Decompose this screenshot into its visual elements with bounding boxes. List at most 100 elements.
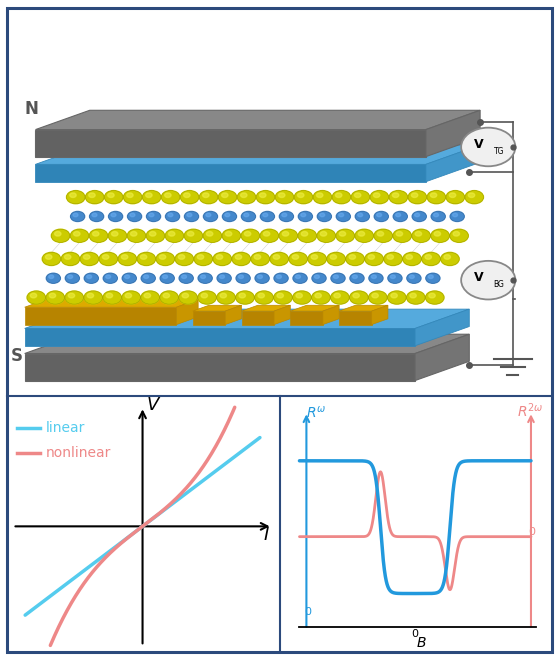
Circle shape bbox=[70, 229, 89, 242]
Circle shape bbox=[241, 211, 255, 222]
Circle shape bbox=[64, 255, 71, 259]
Circle shape bbox=[220, 275, 225, 279]
Circle shape bbox=[222, 229, 240, 242]
Circle shape bbox=[293, 273, 307, 283]
Circle shape bbox=[311, 255, 318, 259]
Circle shape bbox=[219, 191, 237, 204]
Circle shape bbox=[444, 255, 451, 259]
Polygon shape bbox=[177, 300, 198, 325]
Circle shape bbox=[352, 275, 357, 279]
Circle shape bbox=[213, 252, 231, 265]
Circle shape bbox=[217, 273, 231, 283]
Circle shape bbox=[350, 291, 368, 304]
Circle shape bbox=[370, 191, 389, 204]
Circle shape bbox=[354, 193, 361, 197]
Circle shape bbox=[146, 229, 165, 242]
Circle shape bbox=[239, 293, 245, 298]
Circle shape bbox=[346, 252, 364, 265]
Circle shape bbox=[450, 229, 468, 242]
Text: $\mathbf{V}$: $\mathbf{V}$ bbox=[473, 138, 485, 150]
Circle shape bbox=[84, 273, 98, 283]
Circle shape bbox=[125, 275, 130, 279]
Circle shape bbox=[274, 291, 292, 304]
Circle shape bbox=[179, 291, 197, 304]
Circle shape bbox=[149, 213, 154, 216]
Circle shape bbox=[336, 229, 354, 242]
Polygon shape bbox=[36, 164, 426, 182]
Circle shape bbox=[187, 232, 194, 236]
Circle shape bbox=[111, 232, 118, 236]
Circle shape bbox=[259, 193, 266, 197]
Circle shape bbox=[403, 252, 421, 265]
Circle shape bbox=[277, 293, 283, 298]
Circle shape bbox=[396, 213, 401, 216]
Circle shape bbox=[175, 252, 193, 265]
Circle shape bbox=[388, 273, 402, 283]
Polygon shape bbox=[25, 309, 470, 329]
Circle shape bbox=[130, 213, 135, 216]
Circle shape bbox=[206, 232, 213, 236]
Circle shape bbox=[73, 213, 78, 216]
Circle shape bbox=[296, 275, 300, 279]
Polygon shape bbox=[415, 309, 470, 346]
Polygon shape bbox=[36, 129, 426, 156]
Circle shape bbox=[377, 232, 383, 236]
Circle shape bbox=[339, 213, 344, 216]
Circle shape bbox=[238, 191, 256, 204]
Circle shape bbox=[201, 293, 207, 298]
Circle shape bbox=[425, 255, 432, 259]
Circle shape bbox=[422, 252, 440, 265]
Circle shape bbox=[391, 293, 397, 298]
Polygon shape bbox=[25, 307, 177, 325]
Circle shape bbox=[87, 275, 92, 279]
Text: B: B bbox=[416, 636, 426, 650]
Circle shape bbox=[184, 229, 202, 242]
Circle shape bbox=[308, 252, 326, 265]
Circle shape bbox=[374, 229, 392, 242]
Circle shape bbox=[241, 229, 259, 242]
Text: S: S bbox=[11, 347, 23, 365]
Circle shape bbox=[65, 273, 79, 283]
Circle shape bbox=[431, 211, 446, 222]
Circle shape bbox=[122, 273, 136, 283]
Circle shape bbox=[156, 252, 174, 265]
Polygon shape bbox=[36, 110, 480, 129]
Circle shape bbox=[270, 252, 288, 265]
Circle shape bbox=[465, 191, 484, 204]
Circle shape bbox=[384, 252, 402, 265]
Circle shape bbox=[89, 193, 95, 197]
Polygon shape bbox=[415, 334, 470, 381]
Circle shape bbox=[198, 291, 216, 304]
Circle shape bbox=[51, 229, 70, 242]
Circle shape bbox=[453, 213, 457, 216]
Circle shape bbox=[83, 255, 90, 259]
Circle shape bbox=[105, 191, 123, 204]
Circle shape bbox=[315, 275, 319, 279]
Circle shape bbox=[320, 232, 326, 236]
Circle shape bbox=[369, 273, 383, 283]
Circle shape bbox=[299, 211, 312, 222]
Circle shape bbox=[144, 293, 150, 298]
Circle shape bbox=[30, 293, 37, 298]
Circle shape bbox=[429, 293, 435, 298]
Circle shape bbox=[263, 232, 270, 236]
Circle shape bbox=[412, 211, 427, 222]
Circle shape bbox=[408, 191, 427, 204]
Polygon shape bbox=[25, 300, 198, 307]
Circle shape bbox=[162, 191, 180, 204]
Polygon shape bbox=[25, 329, 415, 346]
Circle shape bbox=[297, 193, 304, 197]
Polygon shape bbox=[290, 311, 323, 325]
Circle shape bbox=[111, 213, 116, 216]
Circle shape bbox=[179, 273, 193, 283]
Circle shape bbox=[426, 273, 440, 283]
Circle shape bbox=[425, 291, 444, 304]
Circle shape bbox=[160, 291, 178, 304]
Text: BG: BG bbox=[494, 280, 505, 289]
Circle shape bbox=[251, 252, 269, 265]
Circle shape bbox=[194, 252, 212, 265]
Circle shape bbox=[168, 213, 173, 216]
Circle shape bbox=[68, 293, 75, 298]
Circle shape bbox=[373, 193, 380, 197]
Polygon shape bbox=[241, 311, 274, 325]
